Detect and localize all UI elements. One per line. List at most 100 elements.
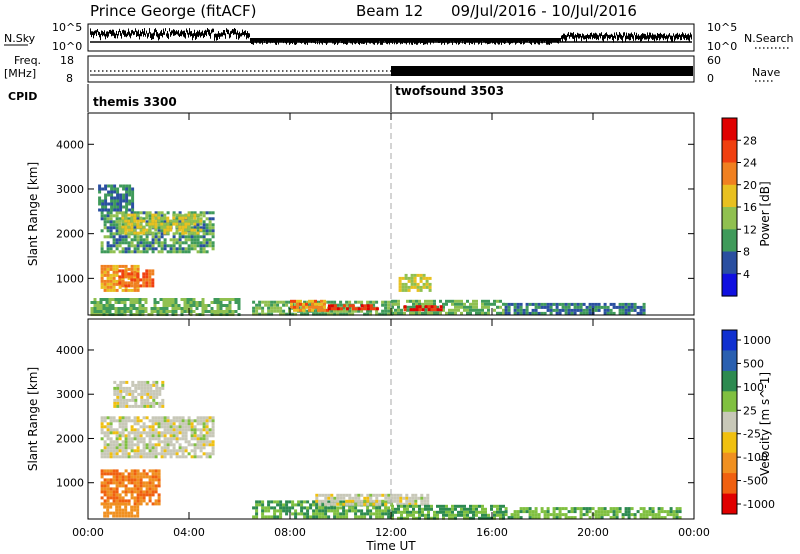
data-cell: [339, 309, 343, 313]
nsky-sample: [145, 33, 146, 37]
data-cell: [285, 506, 289, 510]
data-cell: [654, 513, 658, 517]
data-cell: [407, 279, 411, 283]
data-cell: [193, 235, 197, 239]
data-cell: [143, 389, 147, 393]
data-cell: [133, 226, 137, 230]
data-cell: [128, 404, 132, 408]
data-cell: [172, 437, 176, 441]
data-cell: [573, 507, 577, 511]
data-cell: [279, 503, 283, 507]
nsky-sample: [593, 33, 594, 38]
data-cell: [396, 502, 400, 506]
data-cell: [504, 510, 508, 514]
nsky-sample: [528, 38, 529, 41]
data-cell: [113, 386, 117, 390]
data-cell: [124, 502, 128, 506]
data-cell: [528, 513, 532, 517]
colorbar-tick-label: 16: [743, 201, 757, 214]
data-cell: [109, 440, 113, 444]
data-cell: [543, 516, 547, 520]
data-cell: [412, 516, 415, 520]
data-cell: [106, 452, 110, 456]
data-cell: [436, 516, 439, 520]
data-cell: [140, 383, 144, 387]
data-cell: [448, 510, 451, 514]
data-cell: [478, 504, 481, 508]
data-cell: [363, 502, 367, 506]
data-cell: [101, 205, 105, 209]
data-cell: [127, 475, 131, 479]
data-cell: [112, 490, 116, 494]
nsky-sample: [157, 32, 158, 38]
nsky-sample: [190, 31, 191, 37]
nsky-sample: [345, 38, 346, 44]
data-cell: [418, 513, 421, 517]
data-cell: [588, 302, 592, 306]
data-cell: [124, 487, 128, 491]
data-cell: [118, 449, 122, 453]
data-cell: [606, 311, 610, 315]
data-cell: [142, 472, 146, 476]
data-cell: [402, 496, 406, 500]
data-cell: [109, 487, 113, 491]
data-cell: [181, 434, 185, 438]
data-cell: [627, 516, 631, 520]
data-cell: [534, 311, 538, 315]
data-cell: [264, 303, 268, 307]
data-cell: [445, 299, 448, 303]
nsky-sample: [164, 31, 165, 35]
data-cell: [126, 298, 130, 301]
data-cell: [627, 302, 631, 306]
data-cell: [678, 507, 682, 511]
data-cell: [104, 205, 108, 209]
nsky-sample: [107, 31, 108, 38]
nsky-sample: [561, 35, 562, 40]
data-cell: [127, 502, 131, 506]
data-cell: [109, 264, 113, 268]
data-cell: [357, 496, 361, 500]
data-cell: [145, 269, 149, 273]
data-cell: [433, 302, 436, 306]
data-cell: [621, 302, 625, 306]
data-cell: [116, 190, 120, 194]
data-cell: [127, 472, 131, 476]
data-cell: [119, 386, 123, 390]
data-cell: [189, 298, 193, 301]
data-cell: [407, 285, 411, 289]
data-cell: [160, 222, 164, 226]
data-cell: [345, 512, 349, 516]
data-cell: [324, 499, 328, 503]
data-cell: [624, 305, 628, 309]
data-cell: [339, 500, 343, 504]
data-cell: [163, 216, 167, 220]
data-cell: [128, 398, 132, 402]
nsky-sample: [256, 38, 257, 44]
data-cell: [110, 196, 114, 200]
nsky-sample: [627, 35, 628, 39]
data-cell: [108, 301, 112, 304]
data-cell: [327, 509, 331, 513]
data-cell: [448, 308, 451, 312]
data-cell: [211, 443, 215, 447]
data-cell: [154, 478, 158, 482]
data-cell: [451, 308, 454, 312]
data-cell: [150, 307, 154, 310]
nsky-sample: [434, 38, 435, 42]
data-cell: [427, 311, 430, 315]
nsky-sample: [446, 38, 447, 42]
data-cell: [409, 513, 412, 517]
data-cell: [466, 299, 469, 303]
data-cell: [125, 398, 129, 402]
data-cell: [130, 284, 134, 288]
data-cell: [100, 276, 104, 280]
data-cell: [103, 469, 107, 473]
data-cell: [504, 513, 508, 517]
data-cell: [140, 404, 144, 408]
data-cell: [184, 437, 188, 441]
data-cell: [151, 250, 155, 254]
data-cell: [168, 310, 172, 313]
data-cell: [391, 516, 394, 520]
nsky-sample: [321, 38, 322, 44]
data-cell: [127, 514, 131, 518]
